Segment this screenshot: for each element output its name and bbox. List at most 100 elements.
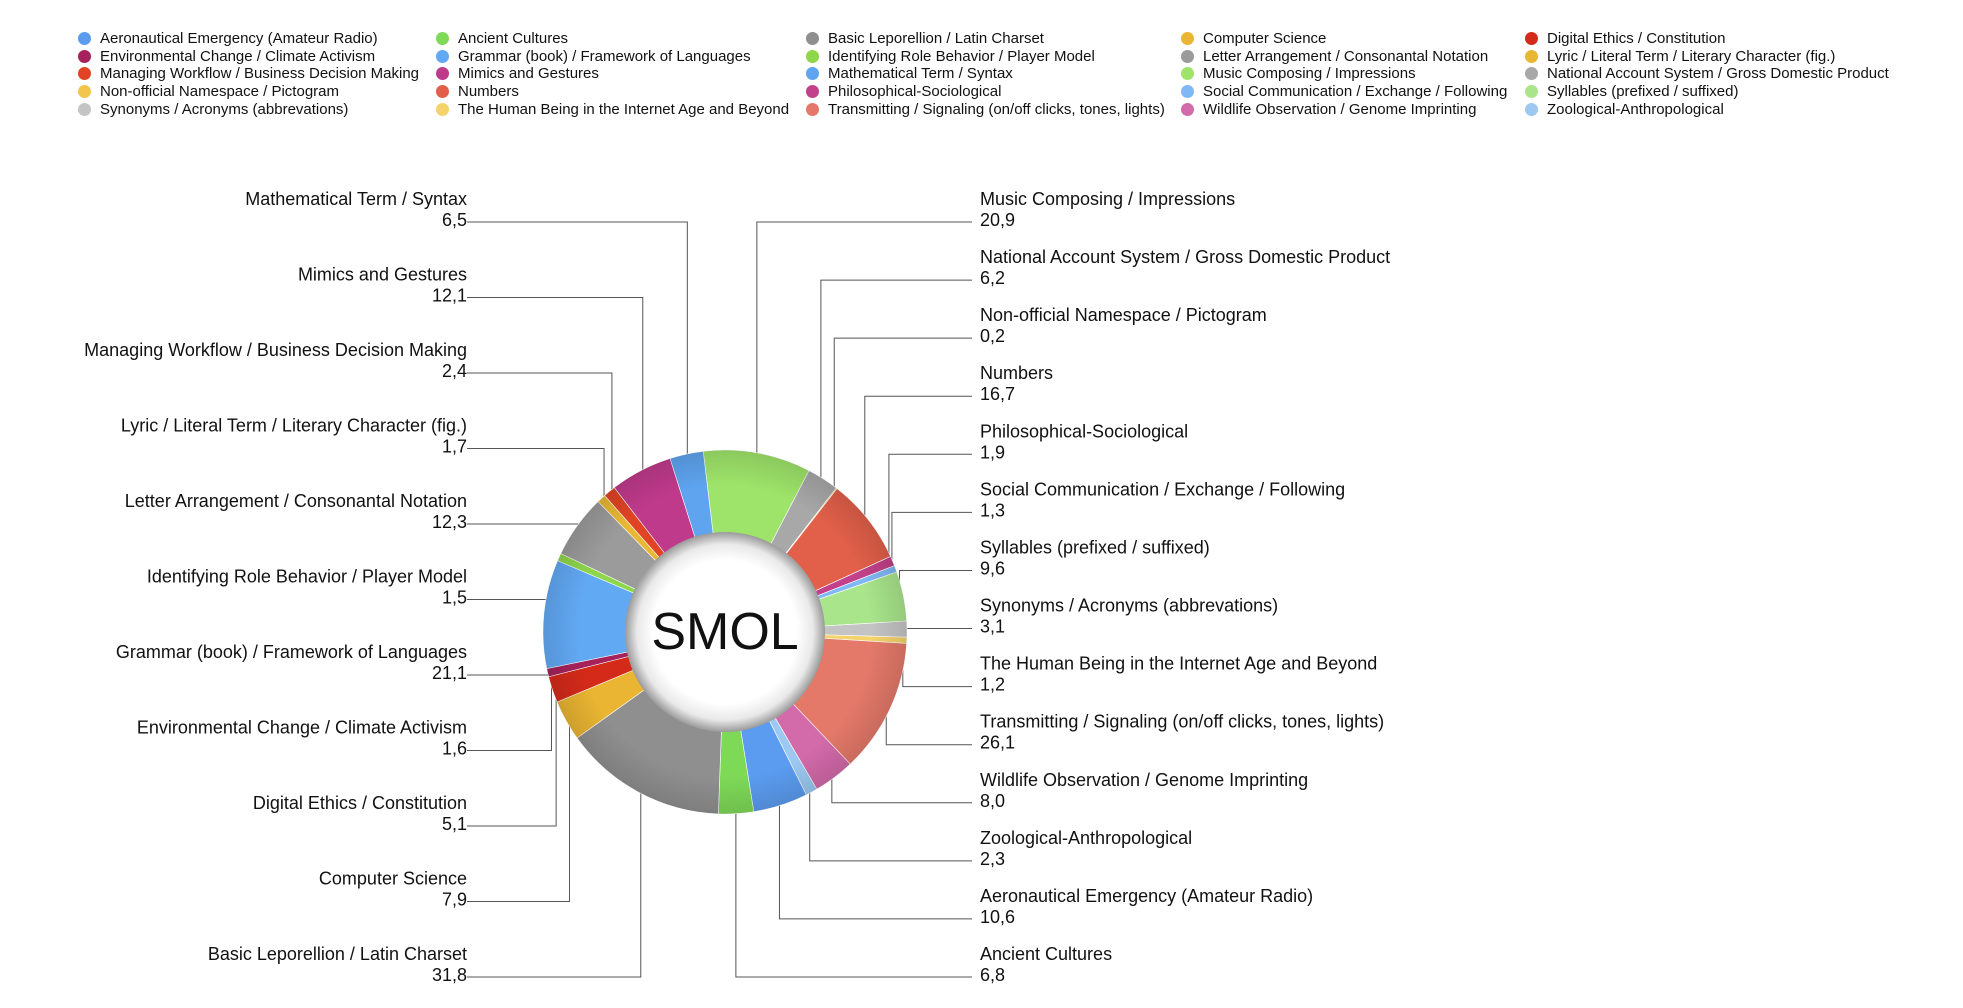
slice-label-value: 31,8: [432, 965, 467, 985]
leader-line: [467, 688, 557, 827]
slice-label-value: 1,9: [980, 442, 1005, 462]
leader-line: [820, 279, 972, 483]
legend-label: Wildlife Observation / Genome Imprinting: [1203, 100, 1477, 118]
legend-item: Transmitting / Signaling (on/off clicks,…: [806, 100, 1181, 118]
legend-label: Lyric / Literal Term / Literary Characte…: [1547, 47, 1836, 65]
slice-label-name: Basic Leporellion / Latin Charset: [208, 944, 467, 964]
slice-label-value: 8,0: [980, 791, 1005, 811]
legend-swatch: [1181, 49, 1194, 63]
slice-label-name: Grammar (book) / Framework of Languages: [116, 642, 467, 662]
slice-label-value: 16,7: [980, 384, 1015, 404]
leader-line: [864, 395, 972, 522]
slice-label-value: 2,4: [442, 361, 467, 381]
slice-label-value: 6,2: [980, 268, 1005, 288]
legend-swatch: [1525, 32, 1538, 46]
legend-swatch: [1525, 49, 1538, 63]
slice-label-value: 0,2: [980, 326, 1005, 346]
legend-label: Syllables (prefixed / suffixed): [1547, 83, 1739, 101]
legend-label: Social Communication / Exchange / Follow…: [1203, 83, 1508, 101]
slice-label-name: Zoological-Anthropological: [980, 828, 1192, 848]
legend-label: Philosophical-Sociological: [828, 83, 1002, 101]
legend-item: Wildlife Observation / Genome Imprinting: [1181, 100, 1525, 118]
legend-item: Numbers: [436, 83, 806, 101]
leader-line: [831, 774, 972, 804]
legend-label: Non-official Namespace / Pictogram: [100, 83, 339, 101]
legend-label: Grammar (book) / Framework of Languages: [458, 47, 751, 65]
slice-label-name: Digital Ethics / Constitution: [253, 793, 467, 813]
legend-item: Computer Science: [1181, 30, 1525, 48]
leader-line: [809, 788, 972, 862]
legend-swatch: [78, 67, 91, 81]
leader-line: [735, 809, 972, 978]
slice-label-value: 6,8: [980, 965, 1005, 985]
leader-line: [756, 221, 972, 457]
legend-swatch: [806, 49, 819, 63]
legend-item: Digital Ethics / Constitution: [1525, 30, 1945, 48]
legend-item: Syllables (prefixed / suffixed): [1525, 83, 1945, 101]
legend-label: Mathematical Term / Syntax: [828, 65, 1013, 83]
slice-label-name: Philosophical-Sociological: [980, 421, 1188, 441]
slice-label-name: Lyric / Literal Term / Literary Characte…: [121, 416, 467, 436]
legend-swatch: [78, 102, 91, 116]
slice-label-name: Letter Arrangement / Consonantal Notatio…: [125, 491, 467, 511]
legend-swatch: [806, 32, 819, 46]
slice-label-value: 1,7: [442, 437, 467, 457]
legend-item: Zoological-Anthropological: [1525, 100, 1945, 118]
legend-swatch: [78, 49, 91, 63]
legend-label: Aeronautical Emergency (Amateur Radio): [100, 30, 378, 48]
slice-label-value: 20,9: [980, 210, 1015, 230]
slice-label-name: Aeronautical Emergency (Amateur Radio): [980, 886, 1313, 906]
slice-label-value: 7,9: [442, 890, 467, 910]
leader-line: [467, 788, 642, 978]
leader-line: [467, 297, 644, 475]
center-label: SMOL: [651, 603, 798, 661]
slice-label-value: 5,1: [442, 814, 467, 834]
legend-swatch: [1181, 67, 1194, 81]
chart-legend: Aeronautical Emergency (Amateur Radio) En…: [78, 30, 1958, 130]
legend-swatch: [1525, 67, 1538, 81]
slice-label-value: 9,6: [980, 558, 1005, 578]
legend-item: Lyric / Literal Term / Literary Characte…: [1525, 48, 1945, 66]
legend-label: Ancient Cultures: [458, 30, 569, 48]
legend-item: Synonyms / Acronyms (abbrevations): [78, 100, 436, 118]
legend-item: Philosophical-Sociological: [806, 83, 1181, 101]
slice-label-value: 6,5: [442, 210, 467, 230]
legend-swatch: [436, 67, 449, 81]
legend-item: Non-official Namespace / Pictogram: [78, 83, 436, 101]
legend-item: Environmental Change / Climate Activism: [78, 48, 436, 66]
slice-label-value: 1,2: [980, 675, 1005, 695]
legend-label: Numbers: [458, 83, 519, 101]
legend-label: Managing Workflow / Business Decision Ma…: [100, 65, 420, 83]
legend-swatch: [806, 85, 819, 99]
slice-label-name: The Human Being in the Internet Age and …: [980, 654, 1377, 674]
legend-label: Transmitting / Signaling (on/off clicks,…: [828, 100, 1165, 118]
legend-label: Environmental Change / Climate Activism: [100, 47, 376, 65]
slice-label-name: Social Communication / Exchange / Follow…: [980, 479, 1345, 499]
slice-label-name: Mathematical Term / Syntax: [245, 189, 467, 209]
legend-label: Synonyms / Acronyms (abbrevations): [100, 100, 349, 118]
legend-label: Music Composing / Impressions: [1203, 65, 1416, 83]
slice-label-name: Environmental Change / Climate Activism: [137, 718, 467, 738]
legend-label: Mimics and Gestures: [458, 65, 599, 83]
donut-hole: [625, 532, 825, 732]
slice-label-value: 2,3: [980, 849, 1005, 869]
slice-label-name: Synonyms / Acronyms (abbrevations): [980, 596, 1278, 616]
leader-line: [467, 221, 688, 459]
legend-swatch: [78, 32, 91, 46]
legend-label: Basic Leporellion / Latin Charset: [828, 30, 1044, 48]
slice-label-name: Numbers: [980, 363, 1053, 383]
legend-swatch: [1181, 85, 1194, 99]
legend-swatch: [1525, 102, 1538, 116]
legend-swatch: [1181, 102, 1194, 116]
legend-item: The Human Being in the Internet Age and …: [436, 100, 806, 118]
leader-line: [891, 511, 972, 571]
legend-label: Letter Arrangement / Consonantal Notatio…: [1203, 47, 1489, 65]
leader-line: [467, 448, 605, 502]
leader-line: [902, 628, 972, 630]
legend-item: Letter Arrangement / Consonantal Notatio…: [1181, 48, 1525, 66]
slice-label-value: 12,1: [432, 286, 467, 306]
slice-label-name: Syllables (prefixed / suffixed): [980, 537, 1210, 557]
leader-line: [885, 707, 972, 746]
legend-item: Managing Workflow / Business Decision Ma…: [78, 65, 436, 83]
slice-label-value: 10,6: [980, 907, 1015, 927]
